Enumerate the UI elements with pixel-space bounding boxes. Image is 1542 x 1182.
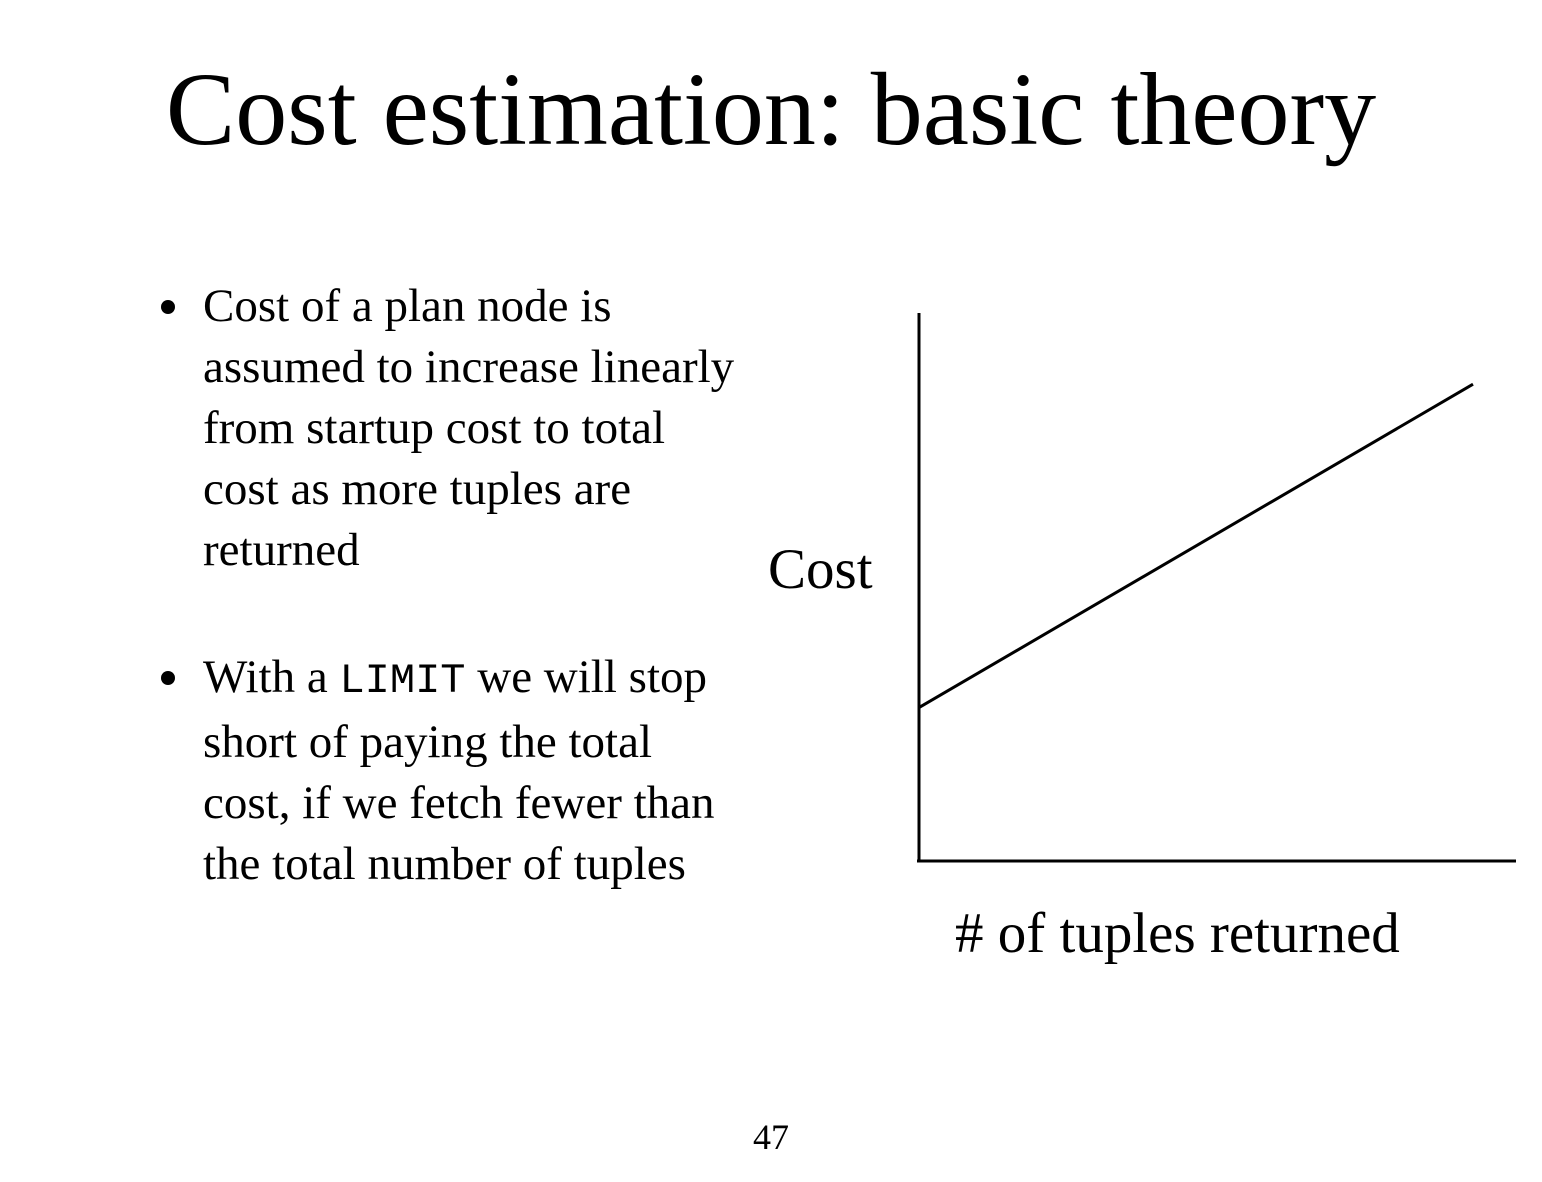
limit-keyword: LIMIT bbox=[339, 657, 466, 705]
bullet-dot-icon bbox=[161, 671, 175, 685]
bullet-list: Cost of a plan node is assumed to increa… bbox=[160, 276, 750, 895]
bullet-item-limit: With a LIMIT we will stop short of payin… bbox=[160, 647, 750, 895]
x-axis-label: # of tuples returned bbox=[955, 902, 1400, 965]
page-number: 47 bbox=[753, 1117, 789, 1157]
slide-title: Cost estimation: basic theory bbox=[165, 52, 1377, 167]
bullet-text-before-code: With a bbox=[203, 651, 340, 703]
bullet-text-after-code: we will stop short of paying the total c… bbox=[203, 651, 715, 890]
bullet-item-linear-cost: Cost of a plan node is assumed to increa… bbox=[160, 276, 750, 581]
y-axis-label: Cost bbox=[768, 538, 873, 601]
bullet-text: Cost of a plan node is assumed to increa… bbox=[203, 280, 735, 576]
cost-line bbox=[918, 382, 1474, 709]
bullet-dot-icon bbox=[161, 300, 175, 314]
